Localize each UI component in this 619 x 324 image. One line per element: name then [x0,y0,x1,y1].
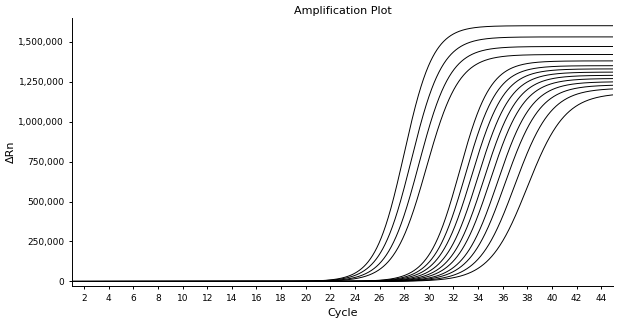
X-axis label: Cycle: Cycle [327,308,358,318]
Y-axis label: ΔRn: ΔRn [6,141,15,163]
Title: Amplification Plot: Amplification Plot [293,6,391,16]
